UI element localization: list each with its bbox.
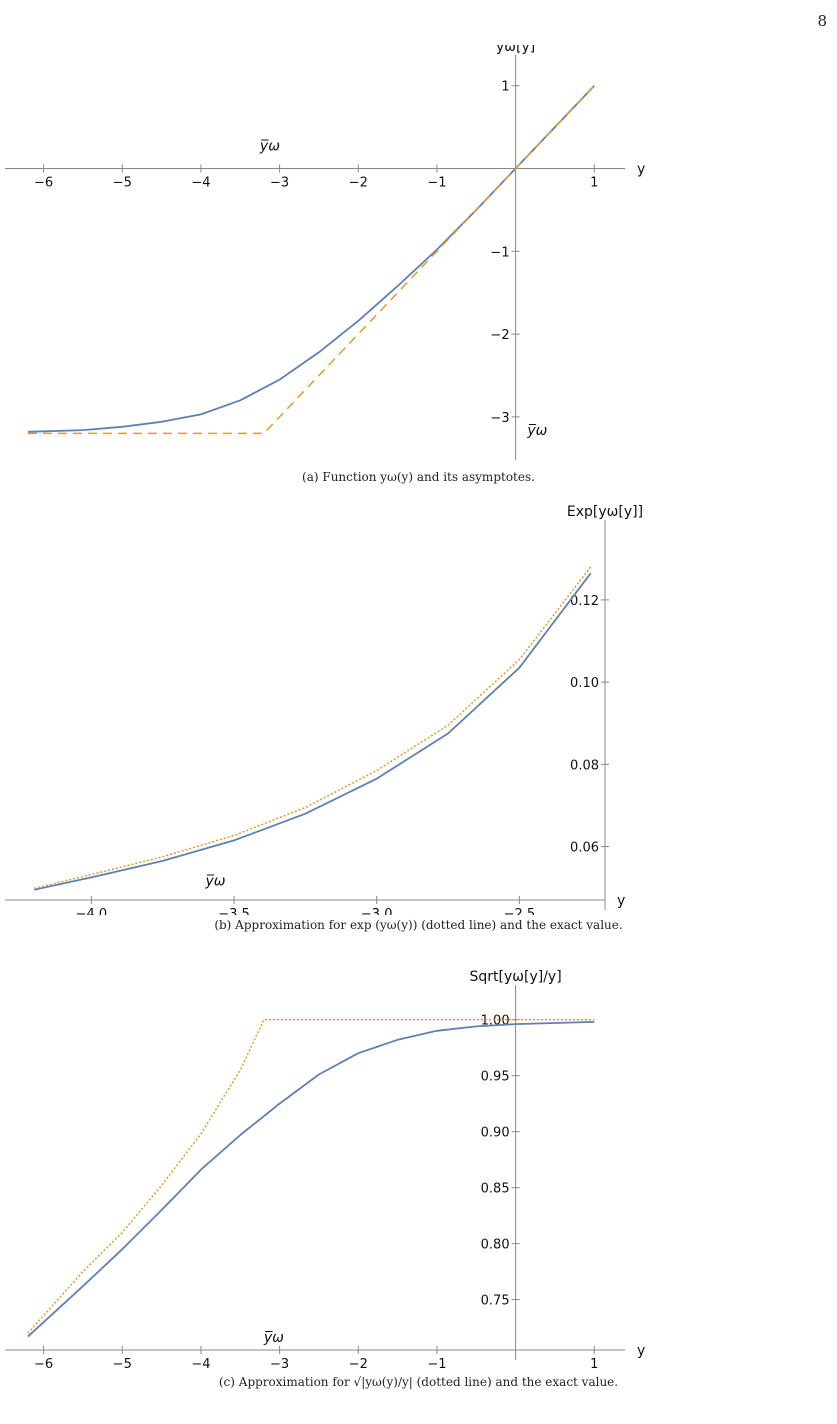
series-exact-line <box>27 85 595 433</box>
y-tick-label: 0.90 <box>481 1126 510 1141</box>
annotation-ybar-omega: y̅ω <box>526 423 547 439</box>
x-axis-label: y <box>637 1343 645 1359</box>
x-tick-label: −5 <box>113 1357 132 1370</box>
x-tick-label: −4.0 <box>76 907 108 915</box>
y-tick-label: 0.06 <box>570 841 599 856</box>
y-tick-label: 0.85 <box>481 1182 510 1197</box>
series-approx-line <box>34 566 592 890</box>
chart-b: −4.0 −3.5 −3.0 −2.5 0.06 0.08 0.10 0.12 y Exp[yω[… <box>5 504 643 915</box>
y-tick-label: 0.95 <box>481 1070 510 1085</box>
annotation-ybar-omega: y̅ω <box>204 874 225 890</box>
series-approx-line <box>27 1018 595 1334</box>
x-tick-label: −2 <box>349 175 368 190</box>
y-tick-label: −1 <box>490 245 509 260</box>
y-tick-label: 0.75 <box>481 1294 510 1309</box>
x-tick-label: −3 <box>270 175 289 190</box>
y-axis-label: Exp[yω[y]] <box>567 504 643 520</box>
caption-c: (c) Approximation for √|yω(y)/y| (dotted… <box>218 1375 619 1389</box>
y-axis-label: Sqrt[yω[y]/y] <box>470 969 562 985</box>
x-tick-label: −1 <box>427 175 446 190</box>
figure-b: −4.0 −3.5 −3.0 −2.5 0.06 0.08 0.10 0.12 y Exp[yω[… <box>0 500 837 940</box>
y-tick-label: 0.80 <box>481 1238 510 1253</box>
series-exact-line <box>27 1021 595 1338</box>
figure-c: −6 −5 −4 −3 −2 −1 1 0.75 0.80 0.85 0.90 0.95 1.00 y Sq… <box>0 950 837 1424</box>
annotation-ybar-omega: y̅ω <box>263 1330 284 1346</box>
y-tick-label: 0.08 <box>570 758 599 773</box>
page-number: 8 <box>817 12 827 30</box>
y-tick-label: 0.10 <box>570 676 599 691</box>
x-tick-label: −4 <box>191 175 210 190</box>
figure-a: −6 −5 −4 −3 −2 −1 1 −3 −2 −1 1 y yω[y] y̅ω y̅ω (a) Fun… <box>0 45 837 495</box>
x-tick-label: −5 <box>113 175 132 190</box>
x-tick-label: −6 <box>34 175 53 190</box>
x-tick-label: −3.5 <box>218 907 250 915</box>
x-axis-label: y <box>617 893 625 909</box>
x-tick-label: −1 <box>427 1357 446 1370</box>
x-axis-label: y <box>637 161 645 177</box>
chart-a: −6 −5 −4 −3 −2 −1 1 −3 −2 −1 1 y yω[y] y̅ω y̅ω <box>5 45 645 460</box>
caption-a: (a) Function yω(y) and its asymptotes. <box>302 470 535 484</box>
x-tick-label: −3 <box>270 1357 289 1370</box>
x-tick-label: −4 <box>191 1357 210 1370</box>
x-tick-label: −2 <box>349 1357 368 1370</box>
series-exact-line <box>34 572 592 891</box>
x-tick-label: 1 <box>590 1357 598 1370</box>
chart-c: −6 −5 −4 −3 −2 −1 10.750.800.850.900.951.00ySq… <box>5 969 645 1370</box>
y-tick-label: 0.12 <box>570 594 599 609</box>
y-tick-label: 1 <box>501 80 509 95</box>
x-tick-label: 1 <box>590 175 598 190</box>
y-axis-label: yω[y] <box>496 45 535 55</box>
y-tick-label: −3 <box>490 411 509 426</box>
series-approx-line <box>27 85 595 435</box>
y-tick-label: −2 <box>490 328 509 343</box>
x-tick-label: −6 <box>34 1357 53 1370</box>
caption-b: (b) Approximation for exp (yω(y)) (dotte… <box>214 918 623 932</box>
x-tick-label: −2.5 <box>504 907 536 915</box>
annotation-ybar-omega: y̅ω <box>259 138 280 154</box>
x-tick-label: −3.0 <box>361 907 393 915</box>
